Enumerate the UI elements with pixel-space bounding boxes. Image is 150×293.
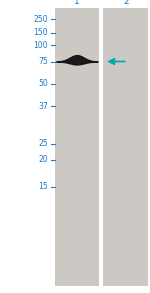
- Text: 25: 25: [38, 139, 48, 148]
- Bar: [55, 8, 99, 286]
- Text: 37: 37: [38, 102, 48, 110]
- Text: 2: 2: [123, 0, 129, 6]
- Text: 15: 15: [38, 182, 48, 191]
- Text: 20: 20: [38, 155, 48, 164]
- Text: 250: 250: [33, 15, 48, 23]
- Text: 150: 150: [33, 28, 48, 37]
- Text: 75: 75: [38, 57, 48, 66]
- Text: 50: 50: [38, 79, 48, 88]
- Bar: [103, 8, 148, 286]
- Text: 100: 100: [33, 41, 48, 50]
- Bar: [99, 8, 103, 286]
- Text: 1: 1: [74, 0, 79, 6]
